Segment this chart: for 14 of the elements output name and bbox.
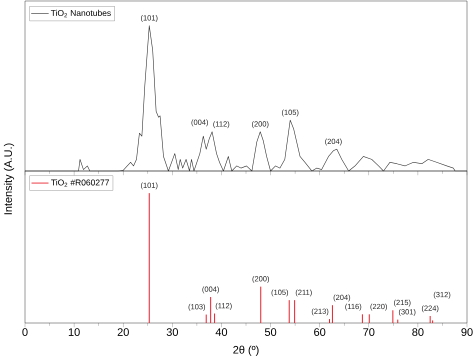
x-tick-label: 40	[216, 328, 228, 336]
x-tick-label: 20	[118, 328, 129, 336]
x-tick-label: 30	[166, 328, 178, 336]
x-tick-label: 70	[363, 328, 374, 336]
y-axis-title: Intensity (A.U.)	[4, 143, 14, 214]
x-tick-label: 60	[314, 328, 326, 336]
x-tick-label: 80	[412, 328, 424, 336]
x-axis-title: 2θ (º)	[233, 346, 259, 356]
x-tick-label: 50	[264, 328, 276, 336]
x-tick-label: 0	[22, 328, 28, 336]
legend-label: TiO$_{2}$ Nanotubes	[50, 10, 111, 18]
x-tick-label: 10	[68, 328, 80, 336]
x-tick-label: 90	[461, 328, 473, 336]
legend-label: TiO$_{2}$ #R060277	[51, 179, 110, 187]
